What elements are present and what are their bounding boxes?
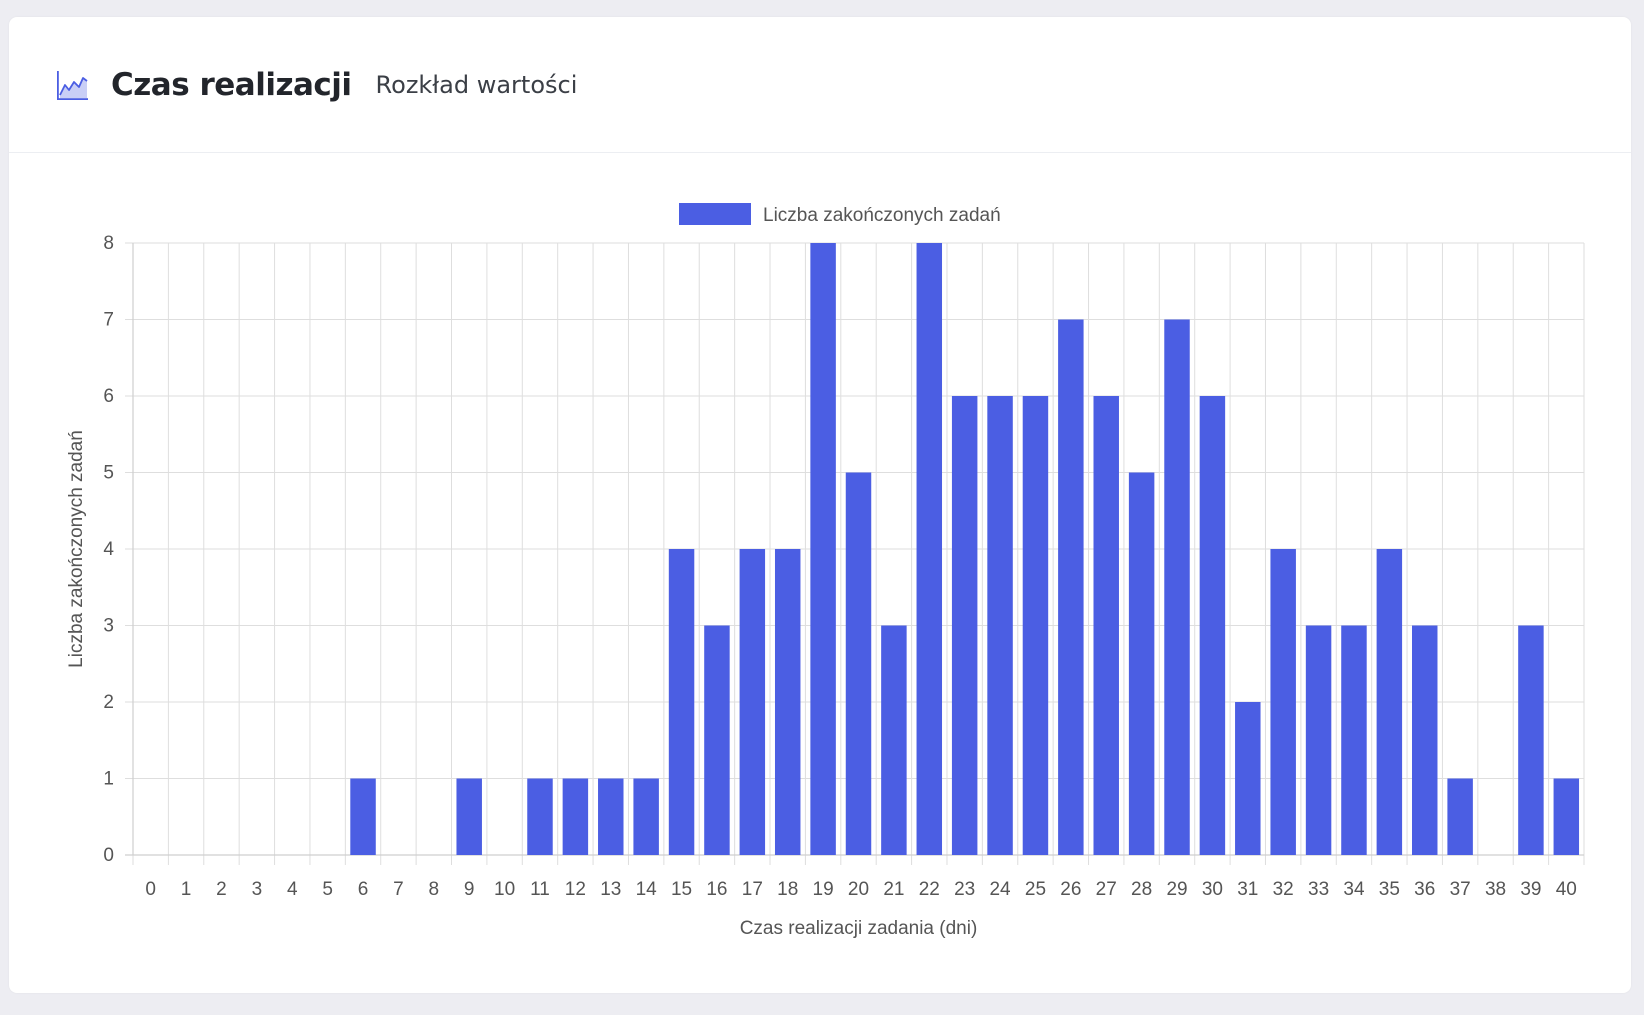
x-tick-label: 15 (671, 879, 692, 900)
y-tick-label: 1 (103, 769, 114, 790)
bar (1128, 472, 1155, 855)
x-axis-title: Czas realizacji zadania (dni) (740, 918, 978, 939)
x-tick-label: 17 (742, 879, 763, 900)
y-tick-label: 3 (103, 616, 114, 637)
bar (1341, 625, 1367, 855)
bar (810, 243, 836, 855)
x-tick-label: 30 (1202, 879, 1223, 900)
bar (668, 549, 695, 855)
bar (598, 778, 624, 855)
y-tick-label: 8 (103, 233, 114, 254)
legend-label: Liczba zakończonych zadań (763, 205, 1001, 226)
card-header: Czas realizacji Rozkład wartości (9, 17, 1631, 153)
x-tick-label: 34 (1343, 879, 1365, 900)
x-tick-label: 18 (777, 879, 798, 900)
card-title: Czas realizacji (111, 66, 352, 103)
bar (881, 625, 907, 855)
x-tick-label: 37 (1450, 879, 1471, 900)
x-tick-label: 6 (358, 879, 369, 900)
bar (1022, 396, 1049, 855)
x-tick-label: 29 (1166, 879, 1187, 900)
bar (633, 778, 659, 855)
bar (562, 778, 589, 855)
x-tick-label: 14 (636, 879, 658, 900)
x-tick-label: 7 (393, 879, 404, 900)
bar (1270, 549, 1296, 855)
x-tick-label: 8 (429, 879, 440, 900)
x-tick-label: 16 (706, 879, 727, 900)
bar (350, 778, 376, 855)
x-tick-label: 4 (287, 879, 298, 900)
bar (987, 396, 1013, 855)
x-tick-label: 5 (322, 879, 333, 900)
x-tick-label: 11 (530, 879, 550, 900)
y-tick-label: 5 (103, 463, 114, 484)
x-tick-label: 22 (919, 879, 940, 900)
x-tick-label: 2 (216, 879, 227, 900)
x-tick-label: 25 (1025, 879, 1046, 900)
y-tick-label: 0 (103, 845, 114, 866)
x-tick-label: 19 (813, 879, 834, 900)
bar (1058, 319, 1084, 855)
bar (739, 549, 766, 855)
legend-swatch (679, 203, 751, 225)
x-tick-label: 27 (1096, 879, 1117, 900)
x-tick-label: 26 (1060, 879, 1081, 900)
card-subtitle: Rozkład wartości (375, 70, 578, 99)
area-chart-icon (53, 67, 91, 103)
x-tick-label: 28 (1131, 879, 1152, 900)
bar (1305, 625, 1332, 855)
bar (1199, 396, 1226, 855)
x-tick-label: 36 (1414, 879, 1435, 900)
x-tick-label: 39 (1520, 879, 1541, 900)
bar (704, 625, 730, 855)
x-tick-label: 23 (954, 879, 975, 900)
bar (1553, 778, 1580, 855)
x-tick-label: 31 (1237, 879, 1258, 900)
x-tick-label: 40 (1556, 879, 1577, 900)
bar (1164, 319, 1190, 855)
bar (951, 396, 978, 855)
bar (774, 549, 801, 855)
bar (1376, 549, 1403, 855)
x-tick-label: 1 (181, 879, 192, 900)
x-tick-label: 9 (464, 879, 475, 900)
y-tick-label: 2 (103, 692, 114, 713)
bar (456, 778, 482, 855)
bar (1447, 778, 1473, 855)
bar (1235, 702, 1261, 855)
x-tick-label: 35 (1379, 879, 1400, 900)
x-tick-label: 0 (145, 879, 156, 900)
x-tick-label: 13 (600, 879, 621, 900)
bar (527, 778, 553, 855)
x-tick-label: 38 (1485, 879, 1506, 900)
x-tick-label: 32 (1273, 879, 1294, 900)
bar (1518, 625, 1544, 855)
x-tick-label: 21 (883, 879, 904, 900)
x-tick-label: 3 (252, 879, 263, 900)
y-tick-label: 4 (103, 539, 114, 560)
y-axis-title: Liczba zakończonych zadań (66, 430, 87, 668)
bar (845, 472, 872, 855)
y-tick-label: 7 (103, 310, 114, 331)
bar (1412, 625, 1438, 855)
x-tick-label: 10 (494, 879, 515, 900)
y-tick-label: 6 (103, 386, 114, 407)
x-tick-label: 12 (565, 879, 586, 900)
bar (916, 243, 943, 855)
x-tick-label: 20 (848, 879, 869, 900)
x-tick-label: 33 (1308, 879, 1329, 900)
x-tick-label: 24 (989, 879, 1011, 900)
bar (1093, 396, 1119, 855)
